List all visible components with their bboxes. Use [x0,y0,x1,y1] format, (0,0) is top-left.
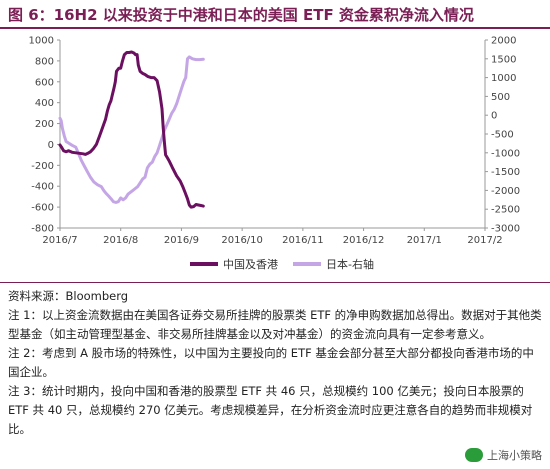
left-tick-label: 0 [48,140,54,151]
title-divider [0,27,550,29]
series-line-japan [58,55,205,204]
right-tick-label: -1000 [491,148,520,159]
left-tick-label: 600 [35,77,54,88]
x-tick-label: 2016/7 [42,235,77,246]
legend-swatch-china [190,262,218,266]
legend-label-china: 中国及香港 [223,258,278,271]
left-tick-label: -200 [31,161,54,172]
chart-title: 图 6：16H2 以来投资于中港和日本的美国 ETF 资金累积净流入情况 [8,6,474,24]
x-tick-label: 2016/10 [221,235,263,246]
right-tick-label: -1500 [491,167,520,178]
x-tick-label: 2016/12 [343,235,385,246]
watermark-text: 上海小策略 [487,449,542,462]
right-tick-label: 1500 [491,54,516,65]
chart-notes: 资料来源：Bloomberg 注 1：以上资金流数据由在美国各证券交易所挂牌的股… [8,287,544,439]
left-tick-label: 400 [35,98,54,109]
right-tick-label: -500 [491,130,514,141]
left-tick-label: 200 [35,119,54,130]
line-chart: 10008006004002000-200-400-600-8002000150… [29,36,521,247]
right-tick-label: -3000 [491,224,520,235]
right-tick-label: 1000 [491,73,516,84]
chart-legend: 中国及香港 日本-右轴 [0,256,550,276]
x-tick-label: 2017/2 [467,235,502,246]
note-3: 注 3：统计时期内，投向中国和香港的股票型 ETF 共 46 只，总规模约 10… [8,384,533,436]
wechat-icon [465,448,483,462]
x-tick-label: 2016/9 [164,235,199,246]
right-tick-label: 2000 [491,36,516,47]
left-tick-label: -600 [31,203,54,214]
watermark: 上海小策略 [465,447,542,463]
left-tick-label: 800 [35,56,54,67]
right-tick-label: -2000 [491,186,520,197]
right-tick-label: -2500 [491,205,520,216]
legend-item-japan: 日本-右轴 [293,256,374,272]
right-tick-label: 500 [491,92,510,103]
note-1: 注 1：以上资金流数据由在美国各证券交易所挂牌的股票类 ETF 的净申购数据加总… [8,308,542,341]
source-note: 资料来源：Bloomberg [8,289,129,303]
series-line-china [58,50,205,209]
legend-label-japan: 日本-右轴 [326,258,374,271]
left-tick-label: -400 [31,182,54,193]
left-tick-label: 1000 [29,36,54,47]
notes-divider [0,282,550,283]
x-tick-label: 2016/11 [282,235,324,246]
left-tick-label: -800 [31,224,54,235]
right-tick-label: 0 [491,111,497,122]
legend-item-china: 中国及香港 [190,256,278,272]
chart-series [58,50,205,209]
x-tick-label: 2017/1 [407,235,442,246]
note-2: 注 2：考虑到 A 股市场的特殊性，以中国为主要投向的 ETF 基金会部分甚至大… [8,346,534,379]
chart-axes: 10008006004002000-200-400-600-8002000150… [29,36,521,247]
x-tick-label: 2016/8 [103,235,138,246]
legend-swatch-japan [293,262,321,266]
